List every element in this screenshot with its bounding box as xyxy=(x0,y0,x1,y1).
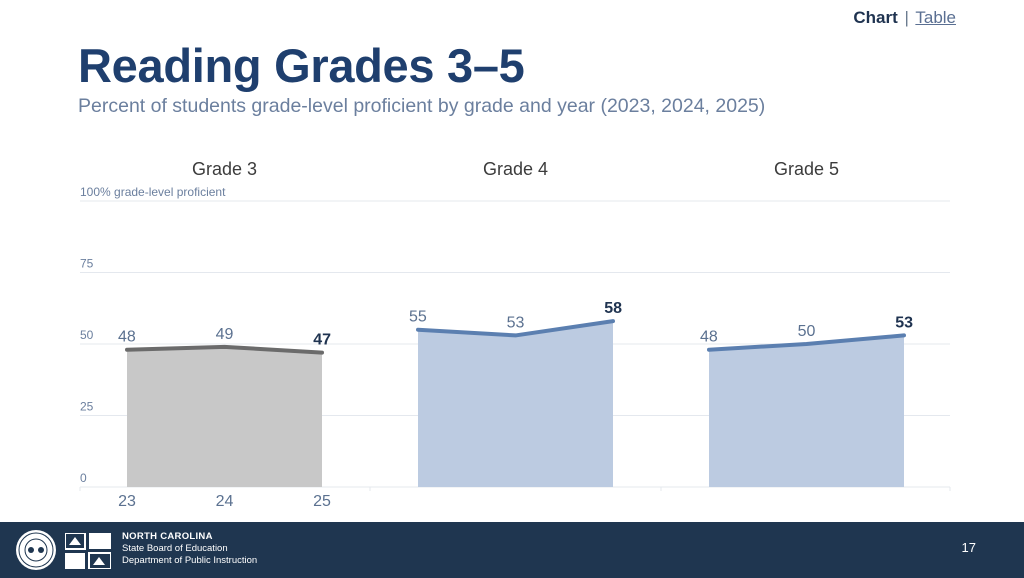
panel-title-5: Grade 5 xyxy=(774,159,839,179)
reading-proficiency-chart: 0 25 50 75 100% grade-level proficient Grade … xyxy=(79,159,951,510)
data-label: 48 xyxy=(118,329,136,346)
y-tick-label-75: 75 xyxy=(80,257,94,271)
agency-logo-icon xyxy=(65,533,111,569)
page-number: 17 xyxy=(961,540,976,555)
data-label: 55 xyxy=(409,309,427,326)
y-tick-label-25: 25 xyxy=(80,400,94,414)
area-grade-3 xyxy=(127,346,322,487)
data-label: 49 xyxy=(216,326,234,343)
data-label: 58 xyxy=(604,300,622,317)
table-view-link[interactable]: Table xyxy=(915,8,956,27)
x-tick-label-24: 24 xyxy=(216,493,234,510)
chart-view-label: Chart xyxy=(853,8,898,27)
organization-name: NORTH CAROLINA State Board of Education … xyxy=(122,531,257,567)
toggle-separator: | xyxy=(904,8,909,27)
data-label: 47 xyxy=(313,332,331,349)
state-seal-icon xyxy=(16,530,56,570)
data-label: 53 xyxy=(895,314,913,331)
x-tick-label-23: 23 xyxy=(118,493,136,510)
view-toggle: Chart | Table xyxy=(853,8,956,28)
area-grade-4 xyxy=(418,321,613,487)
line-grade-4 xyxy=(416,319,615,338)
org-line-3: Department of Public Instruction xyxy=(122,555,258,566)
y-axis-title: 100% grade-level proficient xyxy=(80,185,226,199)
x-tick-label-25: 25 xyxy=(313,493,331,510)
data-label: 53 xyxy=(507,314,525,331)
org-line-2: State Board of Education xyxy=(122,543,228,554)
data-label: 50 xyxy=(798,323,816,340)
page-title: Reading Grades 3–5 xyxy=(78,39,525,92)
line-grade-3 xyxy=(125,344,324,355)
panel-title-4: Grade 4 xyxy=(483,159,548,179)
y-tick-label-50: 50 xyxy=(80,328,94,342)
data-label: 48 xyxy=(700,329,718,346)
line-grade-5 xyxy=(707,333,906,352)
page-subtitle: Percent of students grade-level proficie… xyxy=(78,95,766,117)
area-grade-5 xyxy=(709,335,904,487)
org-line-1: NORTH CAROLINA xyxy=(122,531,213,542)
footer-bar: NORTH CAROLINA State Board of Education … xyxy=(0,522,1024,578)
y-tick-label-0: 0 xyxy=(80,471,87,485)
panel-title-3: Grade 3 xyxy=(192,159,257,179)
